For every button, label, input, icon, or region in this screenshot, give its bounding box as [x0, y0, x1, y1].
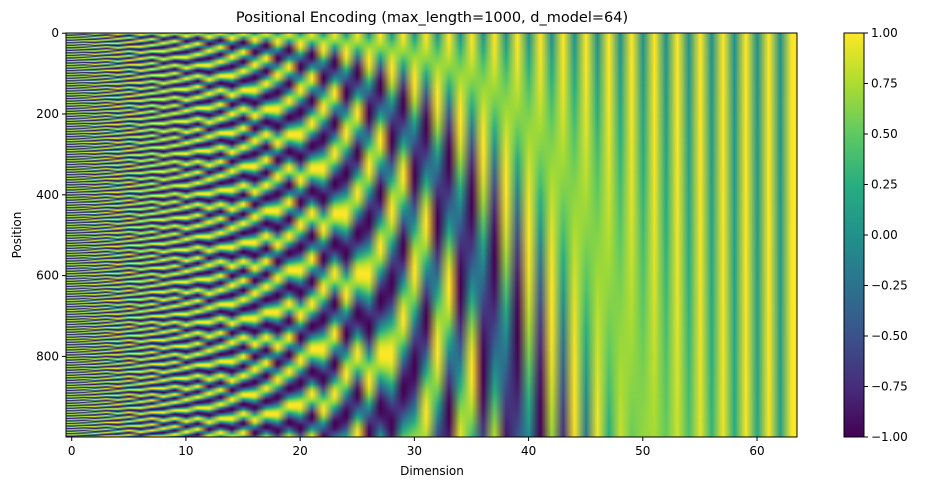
y-tick-label: 0	[51, 26, 59, 40]
y-tick-label: 600	[36, 269, 59, 283]
colorbar	[843, 32, 865, 438]
plot-frame	[65, 32, 798, 438]
colorbar-tick-label: 0.75	[871, 77, 898, 91]
x-tick-label: 40	[521, 444, 536, 458]
x-tick-label: 10	[178, 444, 193, 458]
x-tick-label: 30	[407, 444, 422, 458]
x-tick-label: 0	[68, 444, 76, 458]
x-axis-label: Dimension	[400, 464, 464, 478]
x-tick-label: 50	[635, 444, 650, 458]
chart-title: Positional Encoding (max_length=1000, d_…	[236, 10, 628, 26]
colorbar-tick-label: 0.25	[871, 178, 898, 192]
heatmap-image	[66, 33, 797, 437]
colorbar-tick-label: −1.00	[871, 430, 908, 444]
colorbar-tick-label: −0.50	[871, 329, 908, 343]
y-axis-label: Position	[10, 212, 24, 259]
x-tick-label: 60	[749, 444, 764, 458]
colorbar-ticks: 1.00 0.75 0.50 0.25 0.00 −0.25 −0.50 −0.75 −1.00	[864, 26, 908, 444]
y-tick-label: 800	[36, 349, 59, 363]
y-tick-label: 200	[36, 107, 59, 121]
colorbar-tick-label: −0.25	[871, 279, 908, 293]
x-tick-label: 20	[293, 444, 308, 458]
colorbar-tick-label: 0.00	[871, 228, 898, 242]
colorbar-tick-label: 1.00	[871, 26, 898, 40]
heatmap-image-frame	[66, 33, 797, 437]
colorbar-tick-label: 0.50	[871, 127, 898, 141]
y-axis-ticks: 0 200 400 600 800	[36, 26, 66, 363]
y-tick-label: 400	[36, 188, 59, 202]
colorbar-tick-label: −0.75	[871, 380, 908, 394]
x-axis-ticks: 0 10 20 30 40 50 60	[68, 437, 765, 458]
